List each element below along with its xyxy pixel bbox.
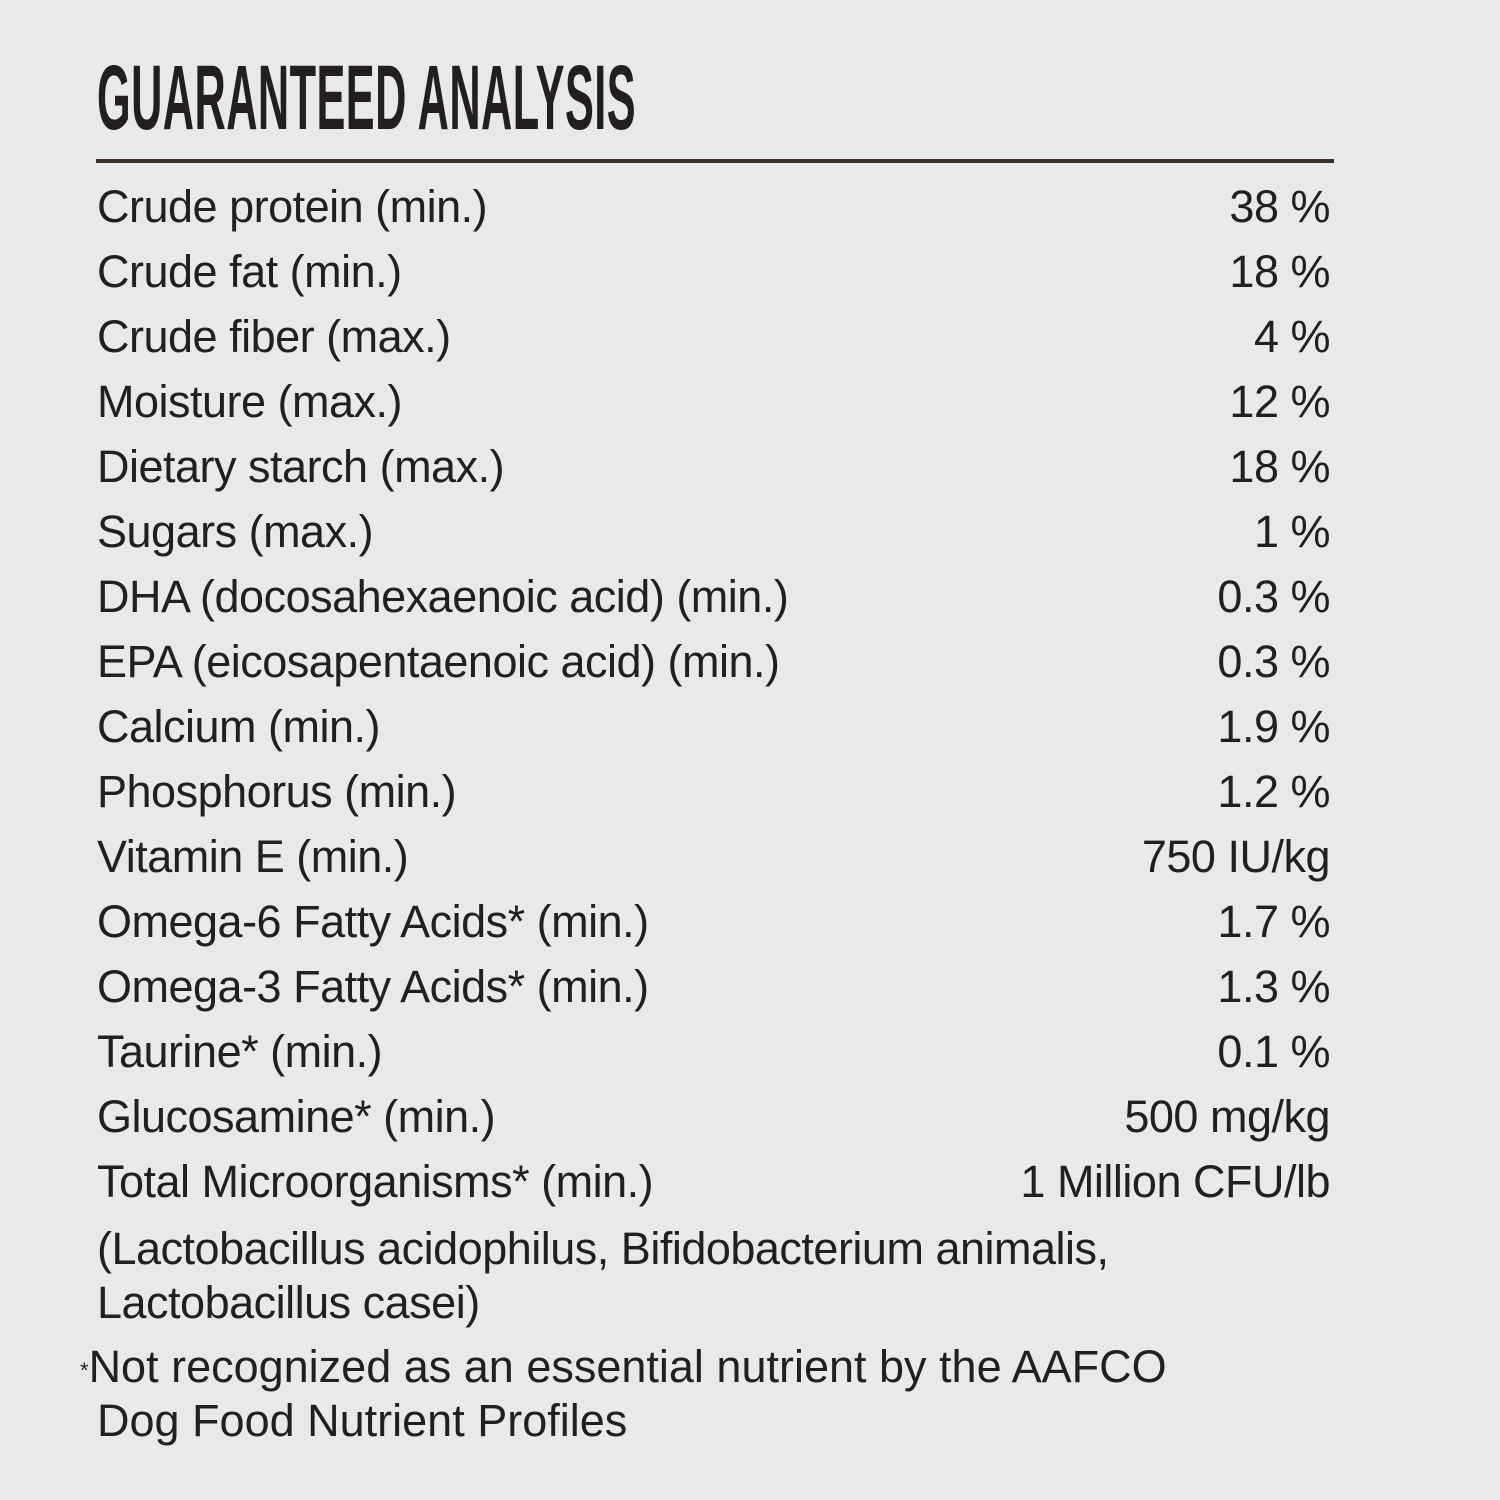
nutrient-value: 500 mg/kg (1124, 1090, 1330, 1142)
nutrient-label: Crude fiber (max.) (97, 310, 451, 362)
nutrient-value: 1 % (1253, 505, 1331, 557)
nutrient-label: Moisture (max.) (97, 375, 403, 427)
nutrient-label: Omega-3 Fatty Acids* (min.) (97, 960, 649, 1012)
table-row: Glucosamine* (min.) 500 mg/kg (97, 1084, 1330, 1149)
nutrient-value: 0.3 % (1217, 570, 1330, 622)
nutrient-value: 12 % (1229, 375, 1330, 427)
table-row: Sugars (max.) 1 % (97, 499, 1331, 564)
nutrient-label: Omega-6 Fatty Acids* (min.) (97, 895, 649, 947)
title-divider (96, 159, 1334, 163)
nutrient-label: Glucosamine* (min.) (97, 1090, 496, 1142)
nutrient-label: Total Microorganisms* (min.) (97, 1155, 654, 1207)
footnote-line-1: Not recognized as an essential nutrient … (88, 1341, 1167, 1392)
microorganisms-note-line-1: (Lactobacillus acidophilus, Bifidobacter… (97, 1223, 1109, 1274)
table-row: DHA (docosahexaenoic acid) (min.) 0.3 % (97, 564, 1330, 629)
nutrient-label: Crude fat (min.) (97, 245, 402, 297)
table-row: Total Microorganisms* (min.) 1 Million CF… (97, 1149, 1330, 1214)
table-row: Vitamin E (min.) 750 IU/kg (97, 824, 1331, 889)
analysis-table: Crude protein (min.) 38 % Crude fat (min.)… (97, 174, 1331, 1214)
nutrient-label: DHA (docosahexaenoic acid) (min.) (97, 570, 789, 622)
nutrient-value: 0.1 % (1217, 1025, 1330, 1077)
table-row: Calcium (min.) 1.9 % (97, 694, 1330, 759)
nutrient-label: Sugars (max.) (97, 505, 374, 557)
table-row: EPA (eicosapentaenoic acid) (min.) 0.3 % (97, 629, 1330, 694)
nutrient-label: Phosphorus (min.) (97, 765, 457, 817)
table-row: Crude fat (min.) 18 % (97, 239, 1330, 304)
table-row: Taurine* (min.) 0.1 % (97, 1019, 1330, 1084)
nutrient-value: 750 IU/kg (1141, 830, 1331, 882)
footnote-line-2: Dog Food Nutrient Profiles (97, 1395, 628, 1446)
table-row: Omega-6 Fatty Acids* (min.) 1.7 % (97, 889, 1330, 954)
nutrient-label: Taurine* (min.) (97, 1025, 383, 1077)
footnote: *Not recognized as an essential nutrient… (80, 1340, 1167, 1448)
table-row: Dietary starch (max.) 18 % (97, 434, 1330, 499)
nutrient-value: 4 % (1253, 310, 1331, 362)
table-row: Omega-3 Fatty Acids* (min.) 1.3 % (97, 954, 1330, 1019)
nutrient-value: 1.3 % (1217, 960, 1330, 1012)
microorganisms-note-line-2: Lactobacillus casei) (97, 1277, 480, 1328)
nutrient-value: 1.7 % (1217, 895, 1330, 947)
nutrient-label: Dietary starch (max.) (97, 440, 505, 492)
nutrient-value: 38 % (1229, 180, 1330, 232)
page-title: GUARANTEED ANALYSIS (97, 47, 637, 149)
nutrient-value: 0.3 % (1217, 635, 1330, 687)
nutrient-label: Vitamin E (min.) (97, 830, 409, 882)
nutrient-label: EPA (eicosapentaenoic acid) (min.) (97, 635, 780, 687)
nutrient-value: 18 % (1229, 440, 1330, 492)
nutrient-value: 18 % (1229, 245, 1330, 297)
table-row: Crude protein (min.) 38 % (97, 174, 1330, 239)
nutrient-value: 1.2 % (1217, 765, 1330, 817)
nutrient-label: Crude protein (min.) (97, 180, 488, 232)
footnote-mark: * (80, 1358, 89, 1383)
nutrient-value: 1.9 % (1217, 700, 1330, 752)
table-row: Phosphorus (min.) 1.2 % (97, 759, 1330, 824)
nutrient-label: Calcium (min.) (97, 700, 381, 752)
nutrient-value: 1 Million CFU/lb (1020, 1155, 1330, 1207)
table-row: Moisture (max.) 12 % (97, 369, 1330, 434)
table-row: Crude fiber (max.) 4 % (97, 304, 1331, 369)
